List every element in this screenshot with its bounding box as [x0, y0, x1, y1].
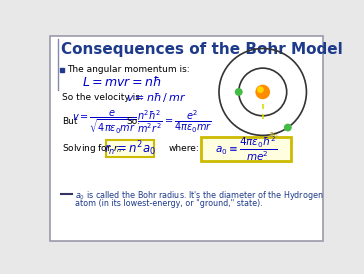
Text: $a_0$: $a_0$ [268, 131, 279, 141]
Text: The angular momentum is:: The angular momentum is: [67, 65, 189, 74]
FancyBboxPatch shape [50, 36, 323, 241]
Text: $v = \dfrac{e}{\sqrt{4\pi\varepsilon_0 mr}}$: $v = \dfrac{e}{\sqrt{4\pi\varepsilon_0 m… [72, 108, 137, 136]
FancyBboxPatch shape [106, 141, 154, 157]
Text: $a_0 \equiv \dfrac{4\pi\varepsilon_0 \hbar^2}{me^2}$: $a_0 \equiv \dfrac{4\pi\varepsilon_0 \hb… [215, 135, 277, 163]
Text: atom (in its lowest-energy, or "ground," state).: atom (in its lowest-energy, or "ground,"… [75, 199, 263, 208]
Text: where:: where: [168, 144, 199, 153]
Ellipse shape [257, 86, 264, 93]
Text: $L = mvr = n\hbar$: $L = mvr = n\hbar$ [82, 75, 162, 89]
Text: $\dfrac{n^2\hbar^2}{m^2 r^2} = \dfrac{e^2}{4\pi\varepsilon_0 mr}$: $\dfrac{n^2\hbar^2}{m^2 r^2} = \dfrac{e^… [137, 109, 212, 135]
Text: $r_n = n^2 a_0$: $r_n = n^2 a_0$ [104, 139, 156, 158]
Text: Solving for $r_n$:: Solving for $r_n$: [62, 142, 125, 155]
Text: $v = n\hbar\,/\,mr$: $v = n\hbar\,/\,mr$ [126, 91, 186, 104]
Text: But: But [62, 117, 78, 126]
Text: $a_0$ is called the Bohr radius. It's the diameter of the Hydrogen: $a_0$ is called the Bohr radius. It's th… [75, 189, 324, 202]
Ellipse shape [235, 88, 243, 96]
Ellipse shape [284, 124, 292, 132]
Text: Consequences of the Bohr Model: Consequences of the Bohr Model [61, 42, 343, 57]
Ellipse shape [256, 85, 270, 99]
Text: So the velocity is:: So the velocity is: [62, 93, 143, 102]
FancyBboxPatch shape [201, 137, 291, 161]
Text: So:: So: [126, 117, 140, 126]
